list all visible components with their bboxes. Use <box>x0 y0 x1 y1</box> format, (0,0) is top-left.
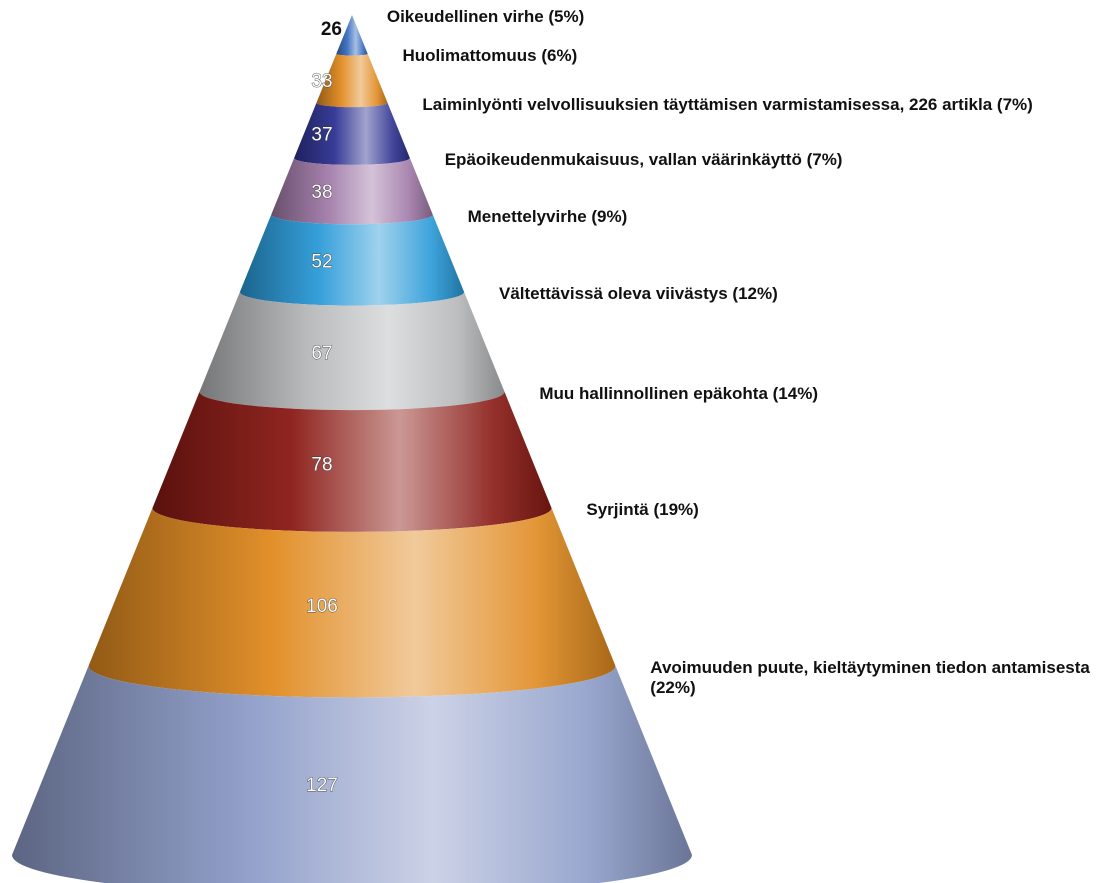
value-label: 37 <box>311 125 332 146</box>
cone-segment <box>152 391 552 532</box>
value-label: 127 <box>306 775 338 796</box>
value-label: 38 <box>311 182 332 203</box>
category-label: Oikeudellinen virhe (5%) <box>386 7 585 26</box>
cone-segment <box>271 157 433 225</box>
value-label: 52 <box>311 251 332 272</box>
cone-segment <box>88 507 616 698</box>
value-label: 33 <box>311 71 332 92</box>
cone-segment <box>239 214 465 306</box>
cone-segment <box>199 292 505 411</box>
category-label: Epäoikeudenmukaisuus, vallan väärinkäytt… <box>444 149 843 169</box>
category-label: Muu hallinnollinen epäkohta (14%) <box>539 383 818 403</box>
cone-segment <box>294 102 410 165</box>
category-label: Huolimattomuus (6%) <box>402 45 578 65</box>
category-label: Menettelyvirhe (9%) <box>467 206 628 226</box>
value-label: 78 <box>311 454 332 475</box>
value-label: 26 <box>321 19 342 40</box>
cone-segment <box>316 53 388 108</box>
category-label: Syrjintä (19%) <box>586 499 699 519</box>
category-label: Avoimuuden puute, kieltäytyminen tiedon … <box>650 657 1090 697</box>
cone-segment <box>12 665 692 883</box>
cone-segment <box>336 15 368 56</box>
value-label: 106 <box>306 596 338 617</box>
value-label: 67 <box>311 343 332 364</box>
category-label: Laiminlyönti velvollisuuksien täyttämise… <box>422 94 1033 114</box>
category-label: Vältettävissä oleva viivästys (12%) <box>498 284 778 304</box>
